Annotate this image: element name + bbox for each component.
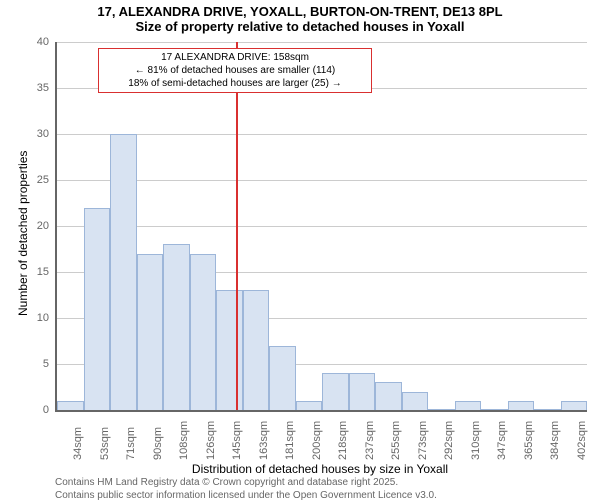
annotation-line-2: ← 81% of detached houses are smaller (11…	[103, 64, 367, 77]
title-line-1: 17, ALEXANDRA DRIVE, YOXALL, BURTON-ON-T…	[0, 4, 600, 19]
y-tick-label: 35	[19, 82, 49, 94]
footer-line-1: Contains HM Land Registry data © Crown c…	[55, 476, 437, 489]
x-tick-label: 71sqm	[125, 427, 137, 460]
chart-title: 17, ALEXANDRA DRIVE, YOXALL, BURTON-ON-T…	[0, 0, 600, 34]
histogram-bar	[349, 373, 376, 410]
histogram-bar	[110, 134, 137, 410]
annotation-line-3: 18% of semi-detached houses are larger (…	[103, 77, 367, 90]
footer: Contains HM Land Registry data © Crown c…	[55, 476, 437, 500]
y-tick-label: 0	[19, 404, 49, 416]
plot-area: 17 ALEXANDRA DRIVE: 158sqm ← 81% of deta…	[55, 42, 587, 412]
x-axis-label: Distribution of detached houses by size …	[55, 462, 585, 476]
x-tick-label: 200sqm	[311, 421, 323, 460]
histogram-chart: 17, ALEXANDRA DRIVE, YOXALL, BURTON-ON-T…	[0, 0, 600, 500]
gridline	[57, 42, 587, 43]
x-tick-label: 126sqm	[205, 421, 217, 460]
histogram-bar	[402, 392, 429, 410]
histogram-bar	[137, 254, 164, 410]
histogram-bar	[561, 401, 588, 410]
x-tick-label: 181sqm	[284, 421, 296, 460]
gridline	[57, 180, 587, 181]
reference-line	[236, 42, 238, 410]
histogram-bar	[243, 290, 270, 410]
histogram-bar	[428, 409, 455, 410]
x-tick-label: 365sqm	[523, 421, 535, 460]
x-tick-label: 292sqm	[443, 421, 455, 460]
y-tick-label: 30	[19, 128, 49, 140]
x-tick-label: 402sqm	[576, 421, 588, 460]
histogram-bar	[296, 401, 323, 410]
histogram-bar	[216, 290, 243, 410]
histogram-bar	[534, 409, 561, 410]
x-tick-label: 273sqm	[417, 421, 429, 460]
histogram-bar	[481, 409, 508, 410]
histogram-bar	[57, 401, 84, 410]
footer-line-2: Contains public sector information licen…	[55, 489, 437, 500]
histogram-bar	[163, 244, 190, 410]
histogram-bar	[375, 382, 402, 410]
gridline	[57, 226, 587, 227]
x-tick-label: 218sqm	[337, 421, 349, 460]
title-line-2: Size of property relative to detached ho…	[0, 19, 600, 34]
x-tick-label: 384sqm	[549, 421, 561, 460]
histogram-bar	[84, 208, 111, 410]
x-tick-label: 310sqm	[470, 421, 482, 460]
y-tick-label: 40	[19, 36, 49, 48]
histogram-bar	[269, 346, 296, 410]
histogram-bar	[455, 401, 482, 410]
y-axis-label: Number of detached properties	[16, 151, 30, 316]
histogram-bar	[322, 373, 349, 410]
histogram-bar	[508, 401, 535, 410]
x-tick-label: 53sqm	[99, 427, 111, 460]
gridline	[57, 134, 587, 135]
annotation-box: 17 ALEXANDRA DRIVE: 158sqm ← 81% of deta…	[98, 48, 372, 93]
x-tick-label: 347sqm	[496, 421, 508, 460]
x-tick-label: 255sqm	[390, 421, 402, 460]
y-tick-label: 5	[19, 358, 49, 370]
annotation-line-1: 17 ALEXANDRA DRIVE: 158sqm	[103, 51, 367, 64]
histogram-bar	[190, 254, 217, 410]
x-tick-label: 145sqm	[231, 421, 243, 460]
x-tick-label: 34sqm	[72, 427, 84, 460]
x-tick-label: 163sqm	[258, 421, 270, 460]
x-tick-label: 108sqm	[178, 421, 190, 460]
x-tick-label: 90sqm	[152, 427, 164, 460]
x-tick-label: 237sqm	[364, 421, 376, 460]
